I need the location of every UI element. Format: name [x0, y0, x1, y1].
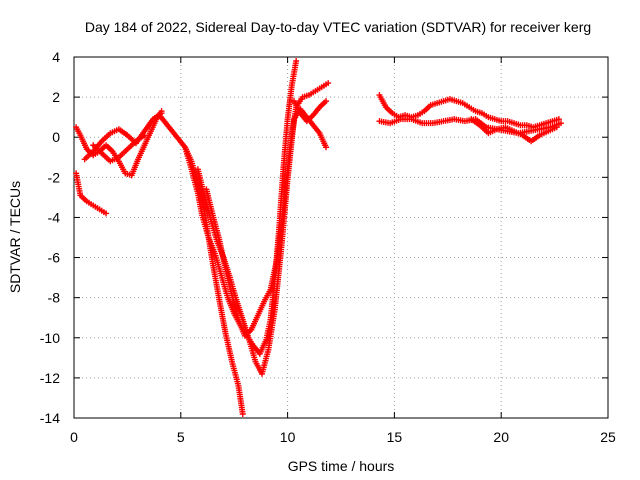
y-tick-label: 0 — [52, 129, 60, 145]
series-arc-4 — [90, 132, 148, 165]
y-axis-label: SDTVAR / TECUs — [7, 181, 23, 293]
data-point — [558, 120, 565, 127]
series-arc-9 — [291, 98, 330, 125]
axis-ticks — [73, 56, 609, 419]
x-tick-label: 0 — [70, 429, 78, 445]
series-arc-1 — [73, 170, 110, 217]
data-point — [323, 144, 330, 151]
y-tick-label: -12 — [40, 370, 60, 386]
data-point — [141, 132, 148, 139]
data-point — [553, 124, 560, 131]
x-tick-label: 10 — [280, 429, 296, 445]
data-point — [239, 410, 246, 417]
chart-title: Day 184 of 2022, Sidereal Day-to-day VTE… — [85, 19, 591, 35]
y-tick-label: 2 — [52, 89, 60, 105]
grid — [74, 57, 608, 418]
y-tick-label: -14 — [40, 410, 60, 426]
data-series — [73, 58, 565, 417]
series-arc-8 — [203, 80, 332, 339]
data-point — [103, 210, 110, 217]
series-arc-7 — [194, 106, 330, 377]
series-arc-10 — [376, 92, 562, 131]
tick-labels: 0 5 10 15 20 25 -14 -12 -10 -8 -6 -4 -2 0 2 4 — [40, 49, 616, 445]
y-tick-label: -8 — [48, 290, 61, 306]
series-arc-6 — [182, 58, 300, 357]
y-tick-label: -2 — [48, 169, 61, 185]
x-tick-label: 25 — [600, 429, 616, 445]
series-arc-12 — [468, 116, 560, 145]
x-tick-label: 20 — [493, 429, 509, 445]
y-tick-label: -4 — [48, 209, 61, 225]
y-tick-label: -10 — [40, 330, 60, 346]
series-arc-5 — [156, 112, 246, 417]
data-point — [323, 98, 330, 105]
y-tick-label: -6 — [48, 250, 61, 266]
x-tick-label: 5 — [177, 429, 185, 445]
data-point — [325, 80, 332, 87]
y-tick-label: 4 — [52, 49, 60, 65]
x-tick-label: 15 — [387, 429, 403, 445]
data-point — [293, 58, 300, 65]
plot-area — [73, 56, 609, 419]
x-axis-label: GPS time / hours — [288, 458, 395, 474]
